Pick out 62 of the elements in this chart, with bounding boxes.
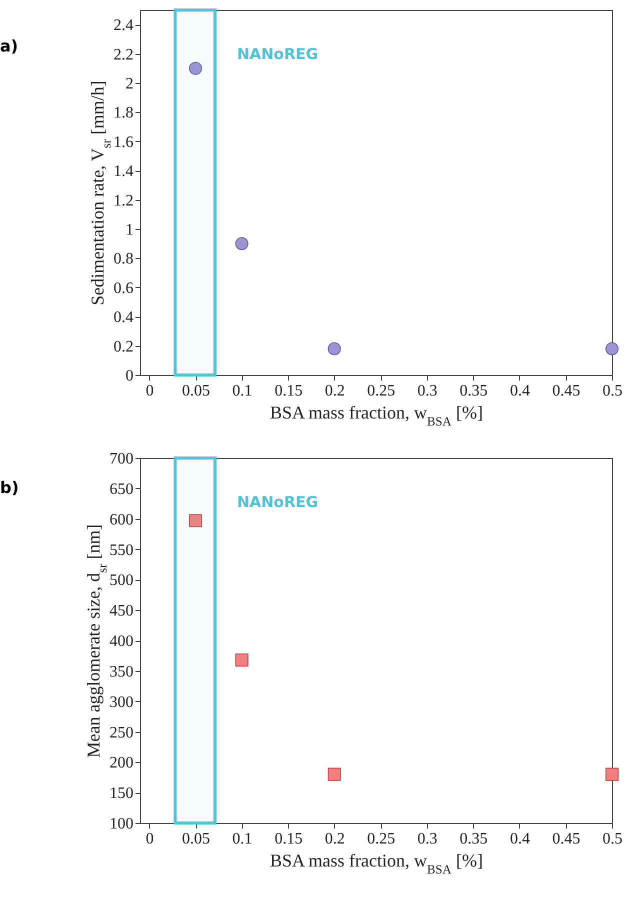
x-tick-label: 0	[146, 830, 154, 848]
x-tick-label: 0.35	[460, 830, 488, 848]
y-tick-label: 250	[110, 724, 134, 742]
y-tick-label: 2.4	[114, 17, 134, 34]
band-label: NANoREG	[236, 492, 318, 511]
text: a)	[0, 36, 18, 56]
y-tick-label: 0.2	[114, 338, 134, 356]
point	[189, 62, 202, 75]
x-tick-label: 0.3	[417, 830, 438, 848]
y-tick-label: 1.4	[114, 163, 134, 180]
x-tick-label: 0.05	[182, 382, 210, 400]
x-tick-label: 0.05	[182, 830, 210, 848]
y-tick-label: 0.4	[114, 309, 134, 326]
x-tick-label: 0.15	[274, 830, 303, 848]
point	[235, 653, 248, 666]
y-tick-label: 700	[110, 450, 134, 468]
y-tick-label: 100	[110, 816, 134, 832]
point	[328, 768, 341, 781]
y-tick-label: 150	[110, 785, 134, 802]
x-tick-label: 0.45	[552, 382, 580, 400]
point	[328, 342, 341, 356]
y-tick-label: 650	[110, 480, 134, 498]
x-tick-label: 0.4	[510, 830, 530, 848]
x-tick-label: 0.25	[367, 830, 396, 848]
y-tick-label: 0	[126, 368, 134, 384]
y-tick-label: 400	[110, 633, 134, 650]
x-tick-label: 0.1	[232, 382, 252, 400]
y-tick-label: 550	[110, 542, 134, 559]
y-tick-label: 0.6	[114, 280, 134, 297]
x-tick-label: 0.2	[324, 830, 345, 848]
x-tick-label: 0.35	[460, 382, 488, 400]
y-tick-label: 300	[110, 694, 134, 711]
point	[235, 237, 248, 250]
x-tick-label: 0.4	[510, 382, 530, 400]
x-tick-label: 0.2	[324, 382, 345, 400]
point	[605, 768, 619, 781]
point	[605, 342, 619, 356]
y-tick-label: 2.2	[114, 46, 134, 64]
y-tick-label: 350	[110, 663, 134, 680]
x-tick-label: 0.5	[602, 382, 622, 400]
y-tick-label: 600	[110, 511, 134, 528]
x-axis-title: BSA mass fraction, w$_{BSA}$ [%]	[270, 850, 483, 876]
x-tick-label: 0.5	[602, 830, 622, 848]
y-tick-label: 1.6	[114, 134, 134, 151]
y-tick-label: 450	[110, 602, 134, 620]
x-tick-label: 0.3	[417, 382, 438, 400]
y-tick-label: 200	[110, 754, 134, 772]
x-tick-label: 0.15	[274, 382, 303, 400]
point	[189, 514, 202, 528]
x-tick-label: 0.45	[552, 830, 580, 848]
x-tick-label: 0	[146, 382, 154, 400]
band-label: NANoREG	[236, 44, 318, 63]
text: b)	[0, 478, 19, 497]
y-tick-label: 1.2	[114, 192, 134, 210]
y-tick-label: 500	[110, 572, 134, 590]
y-tick-label: 1.8	[114, 104, 134, 122]
y-tick-label: 2	[126, 76, 134, 92]
y-tick-label: 1	[126, 222, 134, 238]
x-tick-label: 0.25	[367, 382, 396, 400]
x-axis-title: BSA mass fraction, w$_{BSA}$ [%]	[270, 402, 483, 428]
y-tick-label: 0.8	[114, 250, 134, 268]
x-tick-label: 0.1	[232, 830, 252, 848]
